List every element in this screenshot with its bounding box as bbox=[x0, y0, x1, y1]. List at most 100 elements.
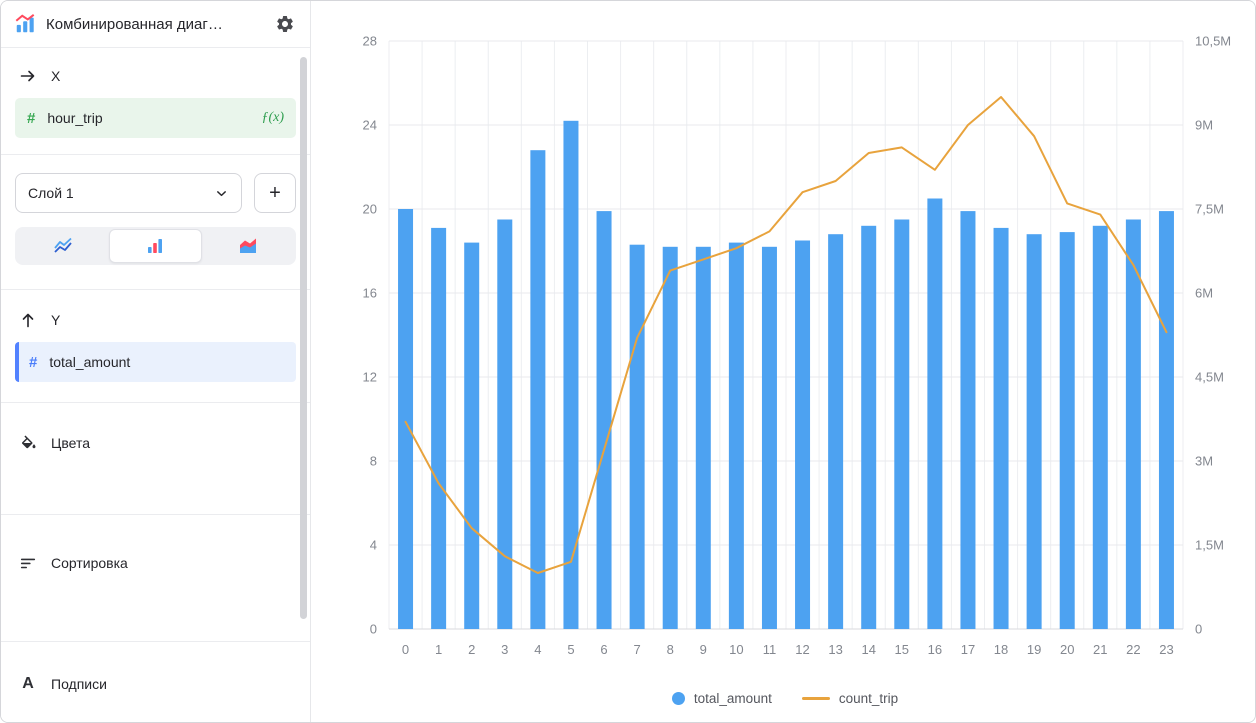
arrow-up-icon bbox=[19, 311, 37, 329]
legend-item-count-trip[interactable]: count_trip bbox=[801, 691, 899, 706]
x-tick-label: 21 bbox=[1093, 642, 1107, 657]
area-chart-icon bbox=[239, 238, 256, 253]
bar-total_amount[interactable] bbox=[861, 225, 877, 630]
x-tick-label: 8 bbox=[667, 642, 674, 657]
chart-preview: 0 4 8 12 16 20 24 28 0 1,5M 3M 4,5M 6M 7,5M 9M 10,5M 0 1 2… bbox=[311, 1, 1255, 722]
bar-total_amount[interactable] bbox=[431, 227, 447, 629]
line-chart-icon bbox=[54, 237, 72, 253]
bar-total_amount[interactable] bbox=[1158, 211, 1174, 629]
x-axis-label: X bbox=[51, 68, 61, 84]
sorting-section: Сортировка bbox=[1, 515, 310, 642]
paint-bucket-icon bbox=[19, 434, 37, 452]
x-tick-label: 17 bbox=[961, 642, 975, 657]
sorting-section-label: Сортировка bbox=[51, 555, 128, 571]
legend-label: count_trip bbox=[838, 691, 899, 706]
sorting-section-header[interactable]: Сортировка bbox=[1, 545, 310, 581]
bar-total_amount[interactable] bbox=[894, 219, 910, 630]
chart-legend: total_amount count_trip bbox=[389, 691, 1181, 706]
sidebar-header: Комбинированная диаг… bbox=[1, 1, 310, 48]
x-tick-label: 22 bbox=[1126, 642, 1140, 657]
chart-type-bar-tab[interactable] bbox=[109, 229, 202, 263]
x-tick-label: 2 bbox=[468, 642, 475, 657]
layer-select-value: Слой 1 bbox=[28, 185, 74, 201]
bar-total_amount[interactable] bbox=[695, 246, 711, 630]
chart-type-line-tab[interactable] bbox=[17, 229, 109, 263]
line-count_trip[interactable] bbox=[404, 96, 1168, 574]
bar-total_amount[interactable] bbox=[761, 246, 777, 630]
x-tick-label: 12 bbox=[795, 642, 809, 657]
x-tick-label: 6 bbox=[600, 642, 607, 657]
y-right-tick-label: 9M bbox=[1195, 118, 1213, 133]
field-name: hour_trip bbox=[47, 110, 103, 126]
x-tick-label: 15 bbox=[895, 642, 909, 657]
legend-circle-marker bbox=[671, 692, 685, 705]
legend-item-total-amount[interactable]: total_amount bbox=[671, 691, 772, 706]
y-right-tick-label: 3M bbox=[1195, 454, 1213, 469]
y-axis-section: Y # total_amount bbox=[1, 290, 310, 403]
y-right-tick-label: 4,5M bbox=[1195, 370, 1224, 385]
x-axis-header: X bbox=[1, 58, 310, 94]
y-right-tick-label: 10,5M bbox=[1195, 34, 1231, 49]
chart-type-area-tab[interactable] bbox=[202, 229, 294, 263]
y-left-tick-label: 16 bbox=[363, 286, 377, 301]
bar-total_amount[interactable] bbox=[1059, 232, 1075, 629]
numeric-field-icon: # bbox=[29, 353, 38, 371]
y-axis-header: Y bbox=[1, 302, 310, 338]
bar-total_amount[interactable] bbox=[464, 242, 480, 629]
x-tick-label: 3 bbox=[501, 642, 508, 657]
colors-section: Цвета bbox=[1, 403, 310, 515]
y-left-tick-label: 8 bbox=[370, 454, 377, 469]
bar-total_amount[interactable] bbox=[1092, 225, 1108, 630]
x-tick-label: 0 bbox=[402, 642, 409, 657]
x-tick-label: 4 bbox=[534, 642, 541, 657]
bar-total_amount[interactable] bbox=[960, 211, 976, 629]
chart-title: Комбинированная диаг… bbox=[46, 15, 223, 33]
field-chip-hour-trip[interactable]: # hour_trip ƒ(x) bbox=[15, 98, 296, 138]
bar-total_amount[interactable] bbox=[927, 198, 943, 630]
bar-total_amount[interactable] bbox=[1125, 219, 1141, 630]
legend-label: total_amount bbox=[693, 691, 772, 706]
y-right-tick-label: 1,5M bbox=[1195, 538, 1224, 553]
x-tick-label: 1 bbox=[435, 642, 442, 657]
formula-icon[interactable]: ƒ(x) bbox=[261, 110, 284, 125]
x-axis-section: X # hour_trip ƒ(x) bbox=[1, 48, 310, 155]
y-left-tick-label: 28 bbox=[363, 34, 377, 49]
bar-total_amount[interactable] bbox=[563, 120, 579, 630]
x-tick-label: 5 bbox=[567, 642, 574, 657]
field-chip-total-amount[interactable]: # total_amount bbox=[15, 342, 296, 382]
bar-total_amount[interactable] bbox=[728, 242, 744, 629]
bar-total_amount[interactable] bbox=[1026, 234, 1042, 629]
bar-total_amount[interactable] bbox=[828, 234, 844, 629]
combined-chart-logo-icon bbox=[15, 14, 35, 33]
labels-section: A Подписи bbox=[1, 642, 310, 722]
bar-total_amount[interactable] bbox=[795, 240, 811, 630]
x-tick-label: 9 bbox=[700, 642, 707, 657]
x-tick-label: 19 bbox=[1027, 642, 1041, 657]
bar-total_amount[interactable] bbox=[596, 211, 612, 629]
labels-section-header[interactable]: A Подписи bbox=[1, 666, 310, 702]
x-tick-label: 16 bbox=[928, 642, 942, 657]
bar-total_amount[interactable] bbox=[497, 219, 513, 630]
y-axis-label: Y bbox=[51, 312, 61, 328]
x-tick-label: 11 bbox=[763, 642, 777, 657]
x-tick-label: 10 bbox=[729, 642, 743, 657]
bar-total_amount[interactable] bbox=[993, 227, 1009, 629]
bar-total_amount[interactable] bbox=[629, 244, 645, 629]
bar-total_amount[interactable] bbox=[530, 150, 546, 629]
bar-total_amount[interactable] bbox=[662, 246, 678, 630]
bar-total_amount[interactable] bbox=[398, 209, 414, 629]
arrow-right-icon bbox=[19, 67, 37, 85]
colors-section-header[interactable]: Цвета bbox=[1, 425, 310, 461]
y-right-tick-label: 7,5M bbox=[1195, 202, 1224, 217]
add-layer-button[interactable]: + bbox=[254, 173, 296, 213]
layer-select[interactable]: Слой 1 bbox=[15, 173, 242, 213]
labels-section-label: Подписи bbox=[51, 676, 107, 692]
gear-icon bbox=[277, 16, 293, 32]
y-right-tick-label: 6M bbox=[1195, 286, 1213, 301]
chart-type-switcher bbox=[15, 227, 296, 265]
y-left-tick-label: 0 bbox=[370, 622, 377, 637]
settings-button[interactable] bbox=[273, 12, 297, 36]
field-name: total_amount bbox=[49, 354, 131, 370]
sidebar-scrollbar[interactable] bbox=[300, 57, 307, 619]
